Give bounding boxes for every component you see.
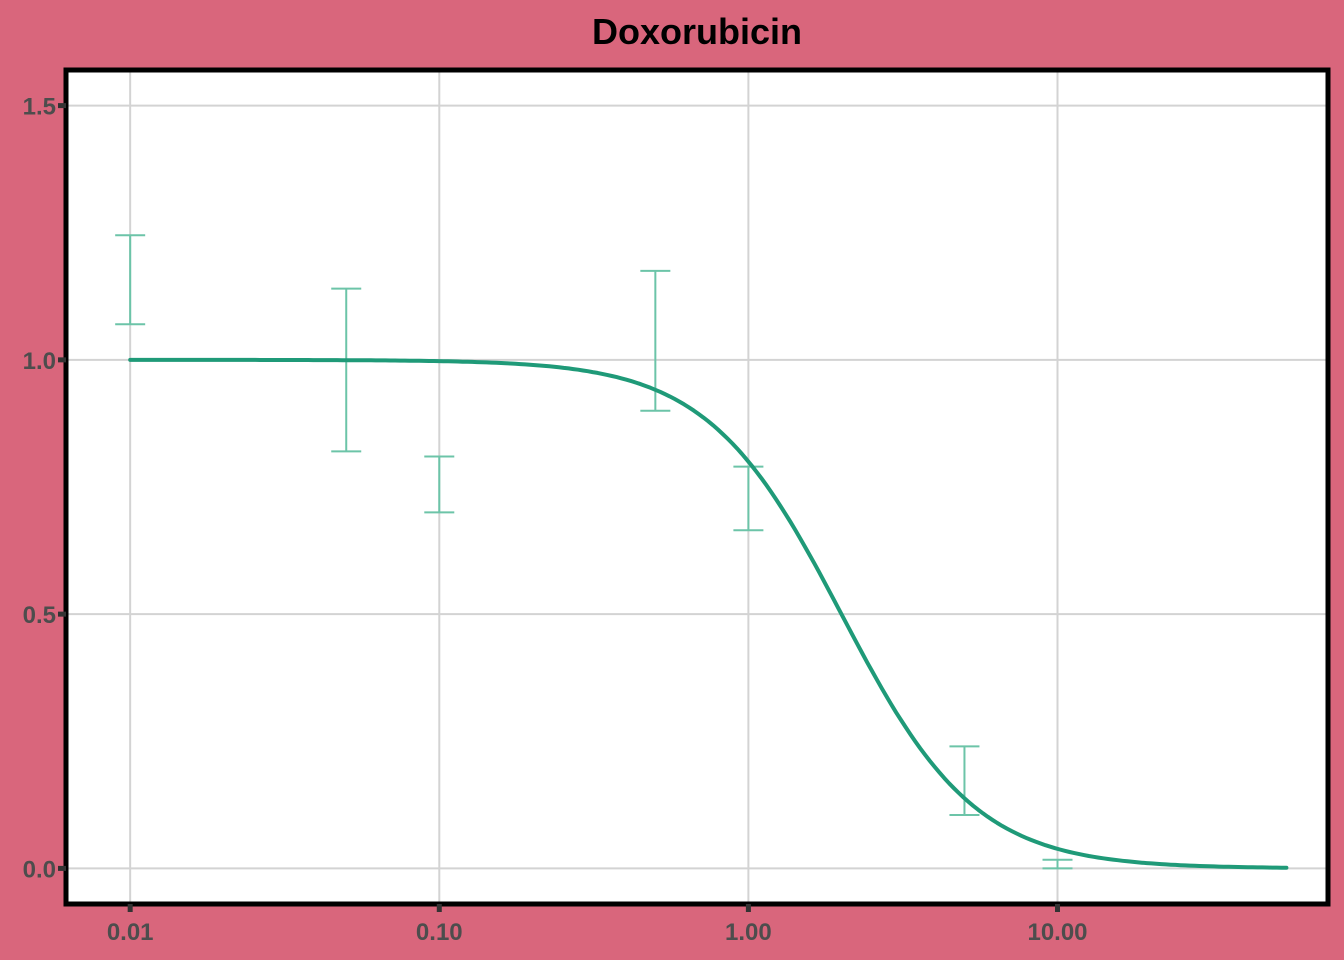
error-bar — [1042, 858, 1073, 870]
plot-panel — [66, 70, 1328, 904]
x-tick-label: 10.00 — [1027, 919, 1087, 946]
error-bar — [115, 234, 146, 326]
fit-curve — [128, 357, 1289, 870]
y-tick-label: 1.0 — [23, 348, 56, 375]
error-bar — [424, 455, 455, 514]
chart-title: Doxorubicin — [592, 11, 802, 52]
error-bar — [331, 287, 362, 453]
error-bar — [733, 465, 764, 532]
plot-frame — [63, 67, 1331, 907]
y-axis: 0.0 0.5 1.0 1.5 — [23, 94, 66, 883]
error-bar — [640, 269, 671, 412]
error-bars — [115, 234, 1073, 870]
x-axis: 0.01 0.10 1.00 10.00 — [107, 904, 1088, 946]
x-tick-label: 0.10 — [416, 919, 463, 946]
x-tick-label: 1.00 — [725, 919, 772, 946]
y-tick-label: 0.0 — [23, 856, 56, 883]
y-tick-label: 0.5 — [23, 602, 56, 629]
y-tick-label: 1.5 — [23, 94, 56, 121]
error-bar — [949, 745, 980, 817]
x-tick-label: 0.01 — [107, 919, 154, 946]
